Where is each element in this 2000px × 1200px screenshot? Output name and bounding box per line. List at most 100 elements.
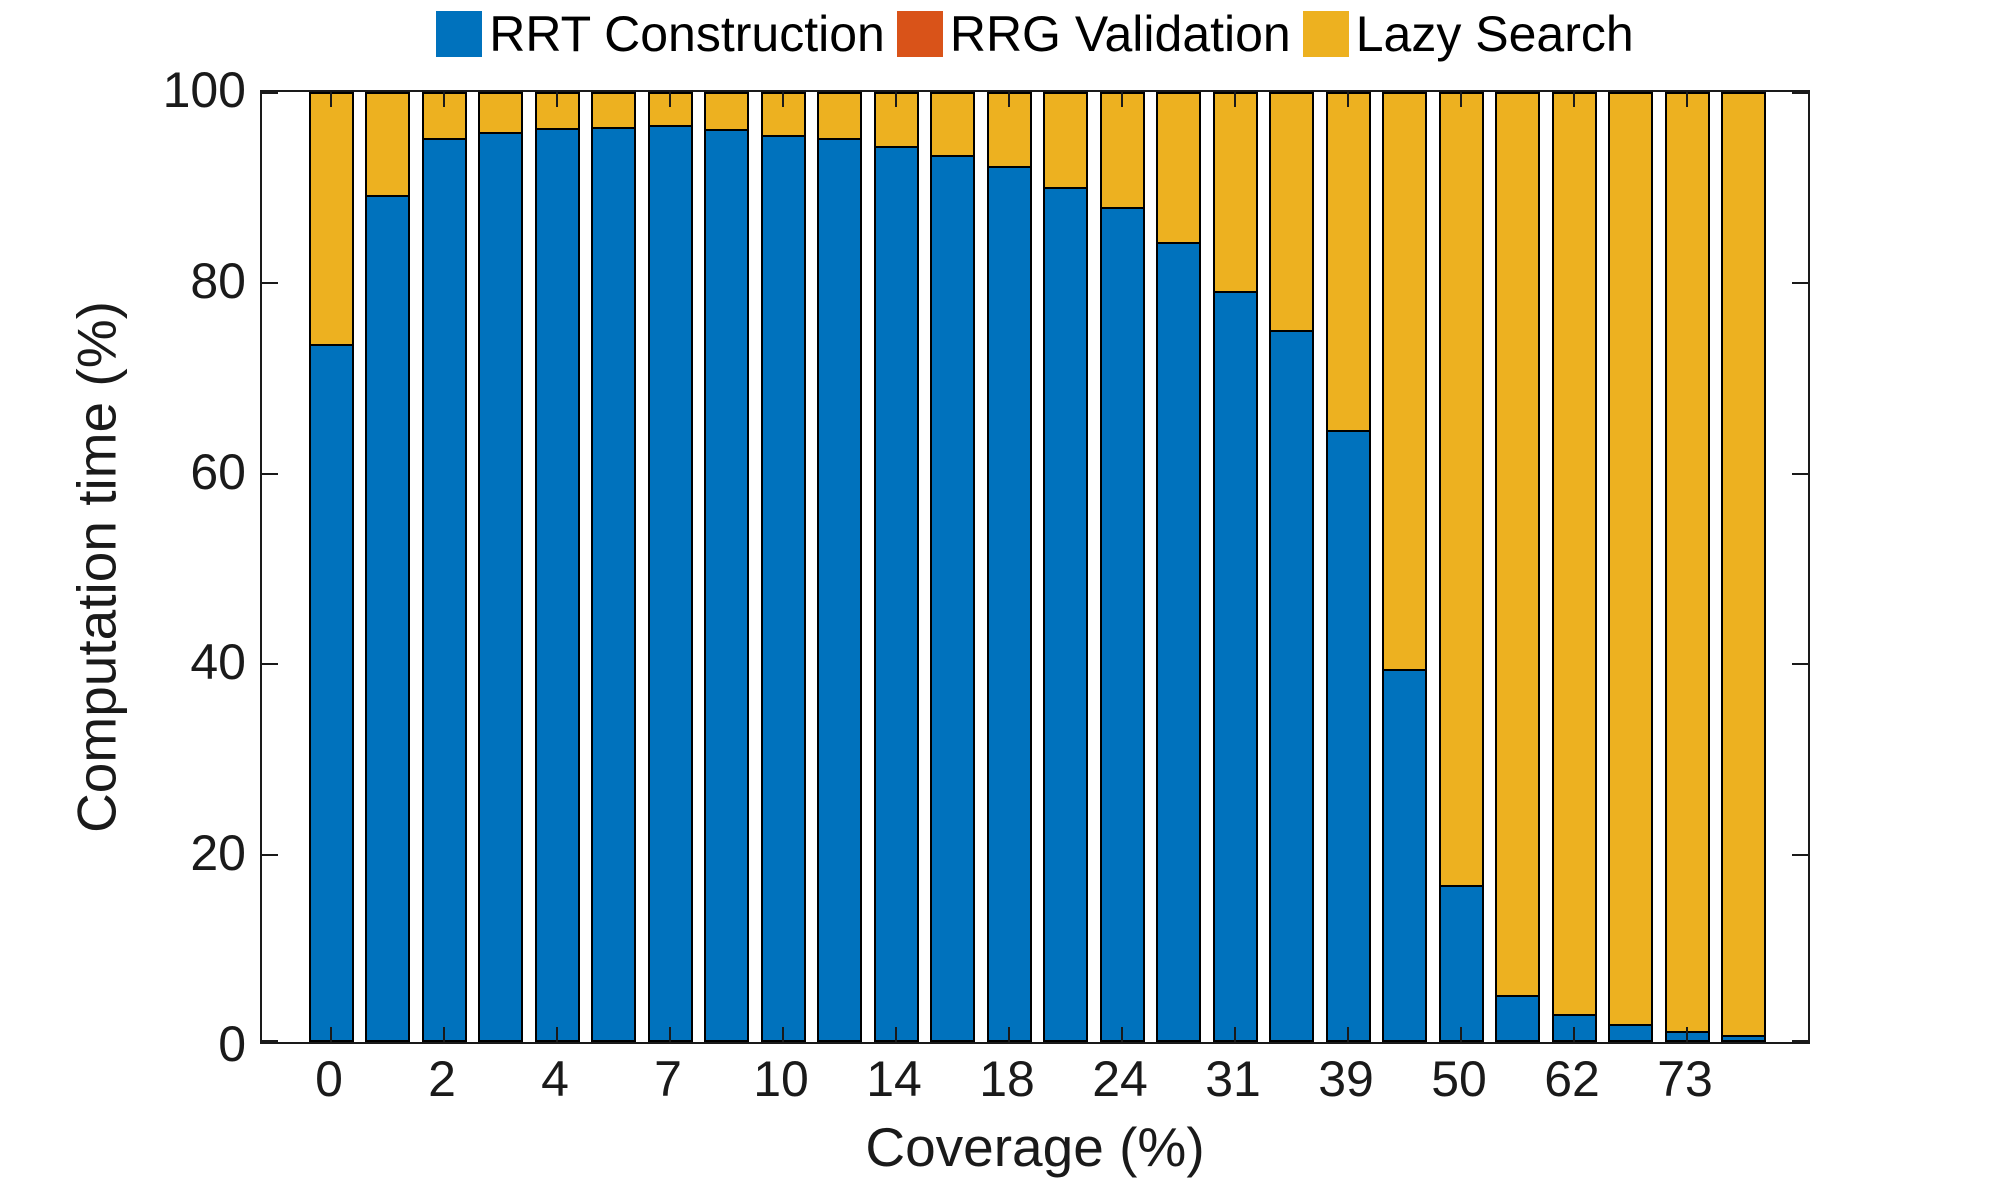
bar: [478, 92, 523, 1042]
bar: [534, 92, 580, 1042]
x-tick-label: 0: [315, 1051, 343, 1107]
bar-segment-rrt-construction: [1495, 997, 1540, 1042]
bar-segment-lazy-search: [1269, 92, 1314, 333]
y-axis-tick: [1792, 281, 1808, 284]
x-axis-tick: [895, 1027, 897, 1042]
x-tick-label: 24: [1092, 1051, 1148, 1107]
x-axis-tick: [1008, 92, 1010, 107]
x-axis-label: Coverage (%): [865, 1116, 1205, 1178]
y-axis-tick: [1792, 472, 1808, 475]
x-axis-tick: [1460, 1027, 1462, 1042]
bar-segment-lazy-search: [1721, 92, 1766, 1038]
bar-segment-rrt-construction: [1156, 244, 1201, 1042]
bar: [421, 92, 467, 1042]
x-axis-tick: [782, 1027, 784, 1042]
x-axis-tick: [556, 1027, 558, 1042]
x-axis-tick: [443, 1027, 445, 1042]
bar: [1156, 92, 1201, 1042]
x-tick-label: 50: [1431, 1051, 1487, 1107]
bar-segment-lazy-search: [1156, 92, 1201, 244]
bar: [1099, 92, 1145, 1042]
bar-segment-rrt-construction: [534, 130, 580, 1042]
bar: [1269, 92, 1314, 1042]
x-axis-tick: [1347, 1027, 1349, 1042]
y-axis-tick: [1792, 1040, 1808, 1042]
bar-segment-rrt-construction: [817, 140, 862, 1042]
bar-segment-lazy-search: [478, 92, 523, 134]
legend-label-rrg-validation: RRG Validation: [949, 6, 1291, 62]
bar-segment-rrt-construction: [308, 345, 354, 1042]
bar-segment-rrt-construction: [1608, 1025, 1653, 1042]
bar-segment-lazy-search: [591, 92, 636, 130]
bar-segment-lazy-search: [930, 92, 975, 157]
x-axis-tick: [1008, 1027, 1010, 1042]
x-tick-label: 4: [541, 1051, 569, 1107]
bar-segment-lazy-search: [1608, 92, 1653, 1026]
y-tick-label: 80: [190, 252, 246, 309]
y-axis-tick: [1792, 854, 1808, 857]
legend-item-rrg-validation: RRG Validation: [896, 6, 1291, 62]
x-axis-tick: [782, 92, 784, 107]
bar-segment-lazy-search: [308, 92, 354, 346]
x-axis-tick: [1121, 92, 1123, 107]
bar-segment-lazy-search: [817, 92, 862, 141]
bar: [591, 92, 636, 1042]
y-axis-tick: [262, 854, 278, 857]
bar-segment-rrt-construction: [1325, 432, 1371, 1042]
x-tick-label: 73: [1657, 1051, 1713, 1107]
x-axis-tick: [1686, 92, 1688, 107]
y-axis-tick: [262, 92, 278, 94]
legend-swatch-rrg-validation: [896, 11, 943, 57]
y-tick-label: 40: [190, 634, 246, 691]
bar-segment-rrt-construction: [930, 156, 975, 1042]
x-tick-label: 31: [1205, 1051, 1261, 1107]
x-tick-label: 39: [1318, 1051, 1374, 1107]
bar: [1438, 92, 1484, 1042]
y-axis-tick: [1792, 92, 1808, 94]
legend: RRT Construction RRG Validation Lazy Sea…: [260, 8, 1810, 60]
y-axis-tick: [1792, 663, 1808, 666]
y-axis-tick: [262, 663, 278, 666]
bar-segment-rrt-construction: [421, 139, 467, 1042]
bar-segment-rrt-construction: [1212, 293, 1258, 1042]
bar-segment-lazy-search: [1438, 92, 1484, 888]
bar-segment-lazy-search: [1043, 92, 1088, 189]
legend-label-lazy-search: Lazy Search: [1355, 6, 1634, 62]
bar-segment-rrt-construction: [1438, 887, 1484, 1042]
bar: [1551, 92, 1597, 1042]
y-tick-label: 0: [218, 1016, 246, 1072]
x-axis-tick: [1686, 1027, 1688, 1042]
plot-area: [260, 90, 1810, 1044]
bar-segment-lazy-search: [1325, 92, 1371, 433]
bar: [873, 92, 919, 1042]
bar-segment-rrt-construction: [1382, 670, 1427, 1042]
bar: [1382, 92, 1427, 1042]
legend-item-rrt-construction: RRT Construction: [436, 9, 885, 59]
x-tick-label: 2: [428, 1051, 456, 1107]
bar-segment-rrt-construction: [365, 196, 410, 1042]
bar-segment-rrt-construction: [873, 148, 919, 1042]
y-tick-label: 100: [162, 62, 246, 118]
x-tick-label: 10: [753, 1051, 809, 1107]
bar-segment-lazy-search: [1664, 92, 1710, 1034]
bar-segment-lazy-search: [873, 92, 919, 149]
bar: [1495, 92, 1540, 1042]
bar: [308, 92, 354, 1042]
bar-segment-rrt-construction: [986, 168, 1032, 1042]
bar-segment-rrt-construction: [760, 136, 806, 1042]
bar: [365, 92, 410, 1042]
bar: [760, 92, 806, 1042]
legend-swatch-lazy-search: [1302, 11, 1349, 57]
bar: [647, 92, 693, 1042]
x-axis-tick: [1347, 92, 1349, 107]
bar: [1325, 92, 1371, 1042]
x-axis-tick: [895, 92, 897, 107]
bar: [1212, 92, 1258, 1042]
x-axis-tick: [1234, 1027, 1236, 1042]
y-tick-label: 60: [190, 443, 246, 500]
x-axis-tick: [1234, 92, 1236, 107]
x-axis-tick: [330, 92, 332, 107]
bar-segment-lazy-search: [1099, 92, 1145, 209]
legend-item-lazy-search: Lazy Search: [1302, 6, 1634, 62]
